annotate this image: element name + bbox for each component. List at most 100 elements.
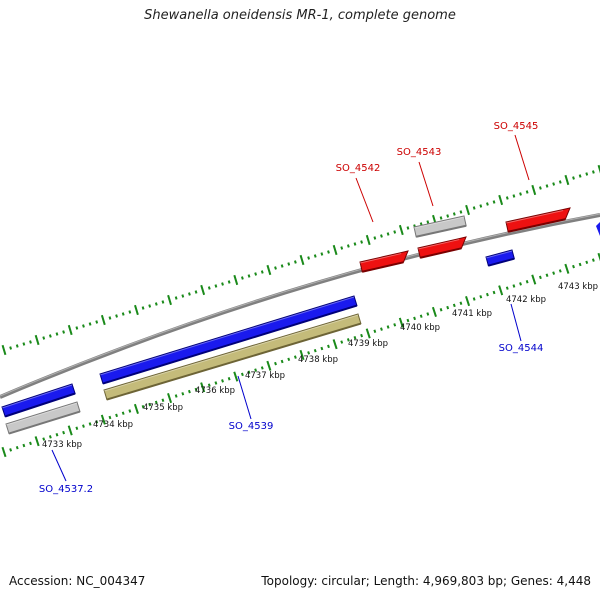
minor-tick — [313, 254, 317, 258]
major-tick — [431, 306, 437, 317]
major-tick — [332, 244, 338, 256]
major-tick — [564, 263, 570, 274]
minor-tick — [287, 357, 291, 362]
major-tick — [299, 349, 305, 361]
minor-tick — [181, 294, 185, 298]
gene-edge — [102, 304, 358, 385]
minor-tick — [426, 220, 430, 224]
major-tick — [398, 317, 404, 328]
major-tick — [233, 371, 239, 382]
minor-tick — [15, 445, 19, 450]
minor-tick — [128, 310, 132, 314]
gene-blue-left — [1, 383, 76, 418]
backbone-highlight — [0, 213, 600, 397]
gene-features — [1, 207, 600, 435]
minor-tick — [393, 230, 397, 234]
minor-tick — [512, 194, 516, 198]
minor-tick — [121, 312, 125, 316]
lower-tick-track — [1, 252, 600, 458]
gene-highlight — [417, 239, 460, 250]
minor-tick — [154, 400, 158, 405]
gene-red-4542 — [359, 250, 409, 273]
minor-tick — [591, 258, 595, 262]
minor-tick — [108, 316, 112, 320]
minor-tick — [247, 370, 251, 374]
major-tick — [299, 254, 305, 266]
major-tick — [167, 294, 172, 306]
major-tick — [67, 425, 73, 436]
gene-highlight — [99, 296, 355, 376]
ruler-label: 4742 kbp — [506, 295, 546, 305]
minor-tick — [479, 204, 483, 208]
major-tick — [597, 252, 600, 262]
ruler-label: 4734 kbp — [93, 420, 133, 430]
minor-tick — [545, 273, 549, 277]
minor-tick — [154, 302, 158, 306]
minor-tick — [247, 274, 251, 278]
minor-tick — [472, 297, 476, 301]
minor-tick — [254, 272, 258, 276]
minor-tick — [340, 340, 344, 344]
ruler-label: 4741 kbp — [452, 309, 492, 319]
major-tick — [365, 328, 371, 339]
minor-tick — [260, 366, 264, 370]
major-tick — [266, 264, 272, 276]
gene-red-4545 — [505, 207, 571, 233]
minor-tick — [346, 244, 350, 248]
ruler-label: 4737 kbp — [245, 371, 285, 381]
minor-tick — [353, 336, 357, 340]
minor-tick — [55, 433, 59, 437]
minor-tick — [227, 280, 231, 284]
major-tick — [398, 224, 404, 236]
minor-tick — [214, 381, 218, 385]
major-tick — [100, 414, 106, 425]
minor-tick — [578, 262, 582, 267]
gene-highlight — [413, 216, 465, 229]
minor-tick — [545, 184, 549, 188]
minor-tick — [207, 383, 211, 387]
minor-tick — [241, 276, 244, 280]
major-tick — [100, 314, 106, 326]
minor-tick — [426, 312, 430, 316]
minor-tick — [128, 409, 132, 413]
minor-tick — [42, 336, 46, 340]
minor-tick — [88, 422, 92, 426]
gene-label: SO_4539 — [229, 421, 274, 432]
gene-red-4543 — [417, 236, 467, 259]
minor-tick — [519, 282, 522, 286]
gene-highlight — [5, 402, 78, 426]
minor-tick — [274, 266, 277, 270]
gene-edge — [507, 218, 566, 233]
major-tick — [531, 184, 537, 196]
gene-edge — [106, 322, 362, 401]
minor-tick — [360, 240, 363, 244]
minor-tick — [82, 424, 85, 428]
major-tick — [597, 164, 600, 174]
minor-tick — [22, 342, 26, 346]
minor-tick — [29, 441, 32, 446]
minor-tick — [254, 368, 258, 372]
minor-tick — [174, 296, 178, 300]
minor-tick — [525, 190, 529, 194]
minor-tick — [446, 214, 450, 218]
minor-tick — [572, 264, 575, 269]
minor-tick — [386, 325, 390, 329]
minor-tick — [439, 307, 443, 312]
gene-highlight — [359, 253, 402, 264]
ruler-label: 4738 kbp — [298, 355, 338, 365]
major-tick — [34, 436, 40, 447]
gene-grey-left — [5, 401, 81, 435]
minor-tick — [406, 318, 410, 323]
minor-tick — [227, 376, 231, 381]
minor-tick — [121, 411, 125, 415]
minor-tick — [552, 182, 556, 186]
minor-tick — [240, 372, 244, 377]
minor-tick — [505, 286, 509, 290]
accession-text: Accession: NC_004347 — [9, 574, 146, 588]
gene-highlight — [485, 250, 513, 259]
minor-tick — [406, 226, 410, 230]
gene-body — [417, 236, 467, 259]
minor-tick — [221, 379, 224, 383]
minor-tick — [505, 196, 509, 200]
